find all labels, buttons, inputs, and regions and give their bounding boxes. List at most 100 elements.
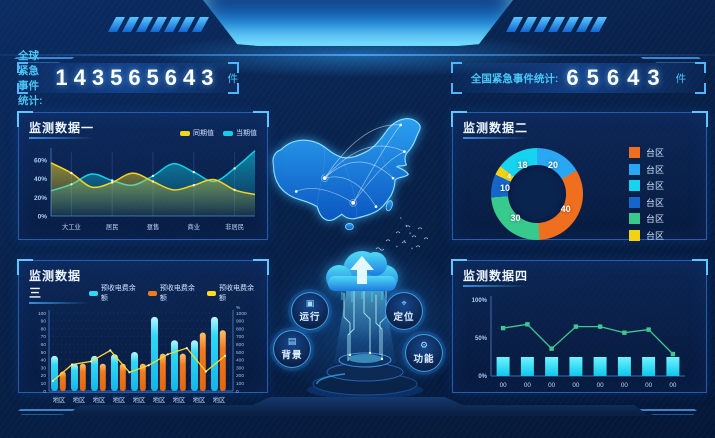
svg-text:1000: 1000	[236, 311, 247, 317]
panel-monitor-2: 监测数据二 20 40 30 10 4 18 台区 台区 台区 台区 台区 台区	[451, 111, 708, 242]
function-button[interactable]: ⚙ 功能	[405, 334, 443, 372]
counter-value: 65643	[566, 65, 668, 90]
panel-monitor-1: 监测数据一 同期值 当期值 0% 20% 40% 60% 大工业 居民 趸售 商业 非居民	[17, 111, 269, 240]
svg-text:商业: 商业	[188, 222, 201, 231]
legend-item[interactable]: 预收电费余额	[206, 283, 257, 303]
slice-value-label: 40	[560, 204, 571, 215]
svg-text:地区: 地区	[173, 395, 186, 404]
svg-text:40%: 40%	[34, 176, 47, 183]
svg-text:0: 0	[236, 389, 239, 395]
slice-value-label: 20	[547, 160, 559, 171]
flight-arcs	[296, 124, 405, 207]
hub-dots	[294, 123, 406, 208]
gear-icon: ⚙	[419, 340, 429, 351]
screen-icon: ▣	[305, 298, 315, 309]
svg-text:00: 00	[597, 382, 605, 389]
panel-title: 监测数据三	[29, 267, 89, 304]
up-arrow	[350, 256, 374, 284]
svg-text:00: 00	[669, 382, 677, 389]
province-lines	[316, 132, 396, 219]
legend-item[interactable]: 台区	[629, 196, 664, 209]
panel-title: 监测数据二	[463, 119, 529, 139]
slice-value-label: 30	[510, 213, 521, 224]
svg-text:00: 00	[500, 382, 508, 389]
background-button-label: 背景	[281, 349, 303, 361]
donut-chart: 20 40 30 10 4 18	[491, 147, 583, 240]
function-button-label: 功能	[413, 353, 435, 365]
holographic-pedestal	[307, 352, 423, 399]
svg-text:900: 900	[236, 319, 244, 325]
svg-text:大工业: 大工业	[62, 222, 81, 231]
background-button[interactable]: ▤ 背景	[273, 330, 311, 368]
svg-text:10: 10	[41, 381, 47, 387]
legend-swatch	[88, 290, 98, 296]
counter-value: 143565643	[55, 65, 220, 90]
legend-swatch	[206, 290, 216, 296]
svg-text:0%: 0%	[38, 214, 48, 221]
svg-text:居民: 居民	[106, 223, 119, 231]
svg-text:00: 00	[621, 382, 629, 389]
counter-label: 全球紧急事件统计:	[18, 50, 43, 107]
svg-text:00: 00	[548, 382, 556, 389]
legend-item[interactable]: 当期值	[223, 128, 257, 138]
svg-text:地区: 地区	[153, 395, 166, 404]
slice-value-label: 4	[507, 173, 512, 181]
locate-button[interactable]: ⌖ 定位	[385, 292, 423, 330]
donut-legend: 台区 台区 台区 台区 台区 台区	[629, 146, 664, 242]
counter-unit: 件	[227, 72, 239, 85]
svg-text:200: 200	[236, 373, 244, 379]
china-map	[272, 118, 421, 250]
legend-swatch	[629, 229, 640, 241]
svg-text:30: 30	[41, 365, 47, 371]
svg-text:600: 600	[236, 342, 244, 348]
global-emergency-counter: 全球紧急事件统计: 143565643 件	[17, 50, 239, 107]
mainland-outline	[272, 118, 421, 221]
donut-hole	[508, 164, 566, 223]
svg-text:800: 800	[236, 326, 244, 332]
barline-chart-svg: 0% 50% 100% 00 00 00 00 00 00 00 00	[472, 296, 685, 389]
svg-text:400: 400	[236, 358, 244, 364]
legend-swatch	[147, 290, 157, 296]
header-center-panel	[203, 0, 513, 46]
slice-value-label: 10	[499, 182, 511, 193]
legend-item[interactable]: 预收电费余额	[88, 283, 139, 303]
svg-text:100: 100	[236, 381, 244, 387]
svg-text:00: 00	[572, 382, 580, 389]
legend-swatch	[629, 163, 640, 175]
counter-label: 全国紧急事件统计:	[470, 72, 559, 85]
legend-item[interactable]: 台区	[629, 229, 664, 242]
slice-value-label: 18	[517, 159, 528, 170]
svg-text:90: 90	[41, 319, 47, 325]
svg-text:地区: 地区	[193, 395, 206, 404]
legend-item[interactable]: 预收电费余额	[147, 283, 198, 303]
svg-text:非居民: 非居民	[225, 222, 244, 231]
run-button-label: 运行	[299, 311, 321, 323]
svg-text:%: %	[236, 305, 241, 311]
panel-title: 监测数据一	[29, 119, 95, 139]
hainan	[345, 222, 354, 231]
legend-swatch	[629, 213, 640, 224]
svg-text:地区: 地区	[133, 395, 146, 404]
legend-item[interactable]: 台区	[629, 212, 664, 225]
header-stripes-left	[108, 17, 209, 32]
legend-swatch	[629, 147, 640, 158]
legend-swatch	[223, 130, 233, 136]
svg-text:地区: 地区	[73, 395, 86, 404]
south-sea-islets	[396, 217, 413, 250]
panel-title: 监测数据四	[463, 267, 529, 287]
svg-text:60%: 60%	[34, 158, 47, 165]
counter-unit: 件	[675, 72, 687, 85]
run-button[interactable]: ▣ 运行	[291, 292, 329, 330]
bar-chart-svg: 0102030405060708090100010020030040050060…	[38, 305, 247, 404]
legend-item[interactable]: 台区	[629, 179, 664, 192]
header-stripes-right	[506, 17, 607, 32]
svg-text:300: 300	[236, 365, 244, 371]
legend-item[interactable]: 台区	[629, 146, 664, 159]
area-chart-svg: 0% 20% 40% 60% 大工业 居民 趸售 商业 非居民	[34, 148, 256, 231]
legend-item[interactable]: 台区	[629, 163, 664, 176]
bird-particles	[375, 225, 429, 251]
svg-text:50: 50	[41, 350, 47, 356]
legend-item[interactable]: 同期值	[180, 128, 214, 138]
svg-text:70: 70	[41, 334, 47, 340]
